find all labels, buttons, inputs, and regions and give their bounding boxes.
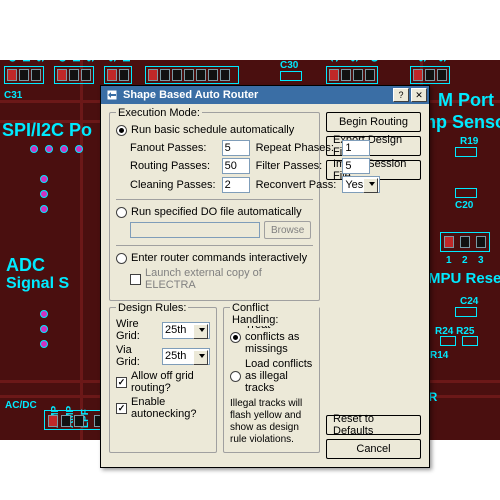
- execution-legend: Execution Mode:: [116, 107, 202, 119]
- enable-autoneck-check[interactable]: [116, 403, 127, 414]
- fanout-label: Fanout Passes:: [130, 142, 216, 154]
- conflict-legend: Conflict Handling:: [230, 302, 319, 326]
- cleaning-label: Cleaning Passes:: [130, 179, 216, 191]
- filter-label: Filter Passes:: [256, 160, 337, 172]
- radio-basic-label: Run basic schedule automatically: [131, 124, 294, 136]
- design-rules-group: Design Rules: Wire Grid: 25th Via Grid: …: [109, 307, 217, 453]
- wire-grid-select[interactable]: 25th: [162, 322, 210, 339]
- enable-autoneck-label: Enable autonecking?: [131, 396, 210, 420]
- help-button[interactable]: ?: [393, 88, 409, 102]
- via-grid-select[interactable]: 25th: [162, 348, 210, 365]
- dofile-path-input: [130, 222, 260, 238]
- allow-offgrid-check[interactable]: [116, 377, 127, 388]
- pad-number: 2: [462, 255, 468, 266]
- wire-grid-label: Wire Grid:: [116, 318, 158, 342]
- radio-interactive-label: Enter router commands interactively: [131, 252, 307, 264]
- load-illegal-label: Load conflicts as illegal tracks: [245, 358, 313, 394]
- execution-mode-group: Execution Mode: Run basic schedule autom…: [109, 112, 320, 301]
- launch-external-label: Launch external copy of ELECTRA: [145, 267, 313, 291]
- reconvert-label: Reconvert Pass:: [256, 179, 337, 191]
- launch-external-check: [130, 274, 141, 285]
- repeat-label: Repeat Phases:: [256, 142, 337, 154]
- browse-button: Browse: [264, 221, 311, 239]
- design-rules-legend: Design Rules:: [116, 302, 188, 314]
- cleaning-input[interactable]: 2: [222, 177, 250, 193]
- radio-dofile[interactable]: [116, 207, 127, 218]
- radio-load-illegal[interactable]: [230, 371, 241, 382]
- cancel-button[interactable]: Cancel: [326, 439, 421, 459]
- radio-basic[interactable]: [116, 125, 127, 136]
- filter-input[interactable]: 5: [342, 158, 370, 174]
- fanout-input[interactable]: 5: [222, 140, 250, 156]
- reconvert-select[interactable]: Yes: [342, 176, 380, 193]
- conflict-note: Illegal tracks will flash yellow and sho…: [230, 398, 313, 446]
- titlebar[interactable]: Shape Based Auto Router ? ✕: [101, 86, 429, 104]
- autorouter-dialog: Shape Based Auto Router ? ✕ Execution Mo…: [100, 85, 430, 468]
- export-design-button[interactable]: Export Design File: [326, 136, 421, 156]
- conflict-handling-group: Conflict Handling: Treat conflicts as mi…: [223, 307, 320, 453]
- close-button[interactable]: ✕: [411, 88, 427, 102]
- repeat-input[interactable]: 1: [342, 140, 370, 156]
- radio-dofile-label: Run specified DO file automatically: [131, 206, 302, 218]
- radio-interactive[interactable]: [116, 253, 127, 264]
- reset-defaults-button[interactable]: Reset to Defaults: [326, 415, 421, 435]
- radio-treat-missing[interactable]: [230, 332, 241, 343]
- pad-number: 3: [478, 255, 484, 266]
- routing-input[interactable]: 50: [222, 158, 250, 174]
- app-icon: [105, 88, 119, 102]
- page-margin-top: [0, 0, 500, 60]
- via-grid-label: Via Grid:: [116, 344, 158, 368]
- dialog-title: Shape Based Auto Router: [123, 89, 391, 101]
- allow-offgrid-label: Allow off grid routing?: [131, 370, 210, 394]
- routing-label: Routing Passes:: [130, 160, 216, 172]
- begin-routing-button[interactable]: Begin Routing: [326, 112, 421, 132]
- pad-number: 1: [446, 255, 452, 266]
